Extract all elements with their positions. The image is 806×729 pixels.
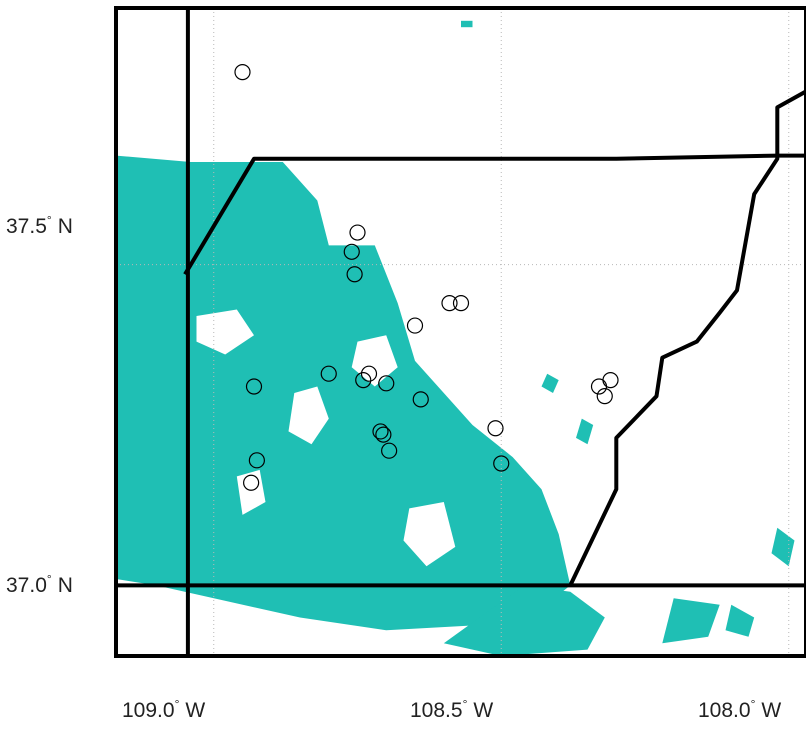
lat-tick-label-37-5: 37.5° N [6,213,73,238]
station-marker[interactable] [452,295,470,312]
land-cover-gap [288,386,329,445]
station-marker[interactable] [360,365,378,382]
station-marker[interactable] [487,420,504,437]
station-marker[interactable] [406,317,424,334]
station-marker[interactable] [602,372,619,389]
lat-tick-label-37-0: 37.0° N [6,572,73,597]
land-cover-layer [116,20,795,656]
land-cover-gap [196,309,254,355]
land-cover-gaps-layer [196,309,456,567]
county-line-north [183,153,806,276]
map-frame [114,6,806,658]
land-cover-region [443,585,605,656]
station-marker[interactable] [378,375,395,392]
station-marker[interactable] [355,372,372,389]
boundary-lines [116,8,806,656]
land-cover-region [461,20,473,28]
station-marker[interactable] [320,365,337,382]
station-marker[interactable] [234,64,251,81]
land-cover-region [116,155,571,631]
station-marker[interactable] [596,388,613,405]
map-plot-area [116,8,806,656]
lon-tick-label-108-5: 108.5° W [410,697,493,722]
lon-tick-label-108-0: 108.0° W [698,697,781,722]
land-cover-region [662,598,720,644]
station-marker[interactable] [349,224,366,241]
station-marker[interactable] [343,243,360,260]
station-marker[interactable] [441,295,458,312]
lon-tick-label-109-0: 109.0° W [122,697,205,722]
station-marker[interactable] [375,426,392,443]
land-cover-gap [351,335,398,387]
station-marker[interactable] [493,455,510,472]
land-cover-gap [403,502,456,567]
land-cover-region [541,373,559,393]
station-marker[interactable] [245,378,263,395]
county-line-east [568,89,806,587]
station-marker[interactable] [372,423,389,440]
station-marker[interactable] [381,442,398,459]
land-cover-region [725,604,755,637]
station-marker[interactable] [412,391,429,408]
land-cover-region [576,418,594,445]
station-marker[interactable] [243,474,260,491]
station-markers [234,64,619,491]
station-marker[interactable] [248,452,265,469]
station-marker[interactable] [346,266,363,283]
